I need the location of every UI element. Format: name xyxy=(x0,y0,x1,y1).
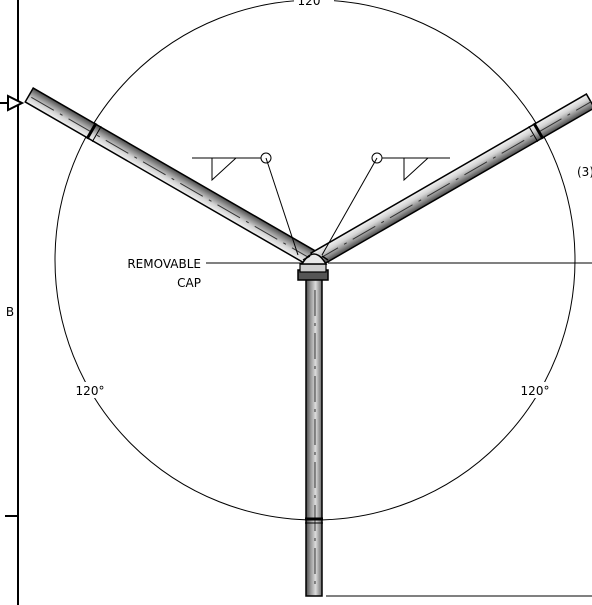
quantity-callout: (3) xyxy=(577,165,592,179)
cap-label-line1: REMOVABLE xyxy=(127,257,201,271)
angle-label-left: 120° xyxy=(76,384,105,398)
dimension-label: B xyxy=(6,305,14,319)
angle-label-top: 120° xyxy=(298,0,327,8)
weld-symbol-right-icon xyxy=(321,152,450,256)
removable-cap-hub xyxy=(297,253,329,281)
angle-label-right: 120° xyxy=(521,384,550,398)
right-arm-pipe xyxy=(309,93,592,268)
vertical-pole-pipe xyxy=(305,277,323,597)
datum-marker-icon xyxy=(0,94,25,112)
left-arm-pipe xyxy=(24,87,321,268)
cap-label-line2: CAP xyxy=(177,276,201,290)
weld-symbol-left-icon xyxy=(192,152,299,256)
